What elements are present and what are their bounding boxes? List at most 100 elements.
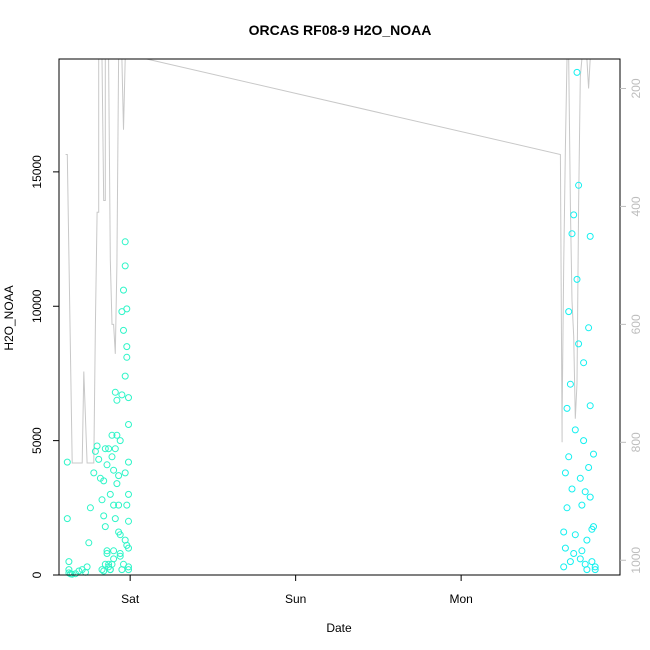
data-point xyxy=(101,445,109,453)
data-point xyxy=(85,539,93,547)
data-point xyxy=(576,555,584,563)
right-y-axis: 200 400 600 800 1000 xyxy=(620,78,643,574)
data-point xyxy=(573,275,581,283)
data-point xyxy=(123,305,131,313)
data-point xyxy=(578,547,586,555)
data-point xyxy=(578,501,586,509)
data-point xyxy=(573,68,581,76)
data-point xyxy=(115,501,123,509)
data-point xyxy=(106,490,114,498)
y2-tick-label: 800 xyxy=(629,432,643,452)
data-point xyxy=(591,566,599,574)
data-point xyxy=(100,512,108,520)
data-point xyxy=(125,394,132,402)
data-point xyxy=(113,480,121,488)
data-point xyxy=(591,563,599,571)
data-point xyxy=(571,426,579,434)
data-point xyxy=(100,567,108,575)
y-tick-label: 0 xyxy=(30,571,44,578)
data-point xyxy=(581,488,589,496)
data-point xyxy=(561,544,569,552)
data-point xyxy=(590,523,597,531)
data-point xyxy=(63,515,71,523)
data-point xyxy=(123,501,131,509)
data-point xyxy=(108,453,116,461)
data-point xyxy=(123,353,131,361)
data-point xyxy=(90,469,98,477)
data-point xyxy=(68,570,76,578)
data-point xyxy=(93,442,101,450)
data-point xyxy=(565,453,573,461)
y2-tick-label: 1000 xyxy=(629,547,643,574)
data-point xyxy=(585,324,593,332)
data-point xyxy=(63,458,71,466)
data-point xyxy=(563,404,571,412)
data-point xyxy=(83,563,91,571)
y-tick-label: 10000 xyxy=(30,289,44,323)
x-tick-label: Mon xyxy=(449,592,472,606)
x-axis: Sat Sun Mon xyxy=(121,575,473,606)
data-point xyxy=(588,558,596,566)
data-point xyxy=(120,286,127,294)
data-point xyxy=(101,523,109,531)
data-point xyxy=(566,558,574,566)
data-point xyxy=(116,531,124,539)
x-tick-label: Sat xyxy=(121,592,140,606)
data-point xyxy=(566,380,574,388)
chart-title: ORCAS RF08-9 H2O_NOAA xyxy=(249,22,432,38)
y2-tick-label: 400 xyxy=(629,196,643,216)
data-point xyxy=(103,547,111,555)
data-point xyxy=(121,238,129,246)
y-tick-label: 5000 xyxy=(30,427,44,454)
plot-area xyxy=(63,58,599,578)
data-point xyxy=(570,211,578,219)
data-point xyxy=(560,563,568,571)
data-point xyxy=(118,391,126,399)
data-point xyxy=(65,569,73,577)
data-point xyxy=(121,262,129,270)
data-point xyxy=(86,504,94,512)
data-point xyxy=(585,464,593,471)
data-point xyxy=(571,531,579,539)
data-point xyxy=(111,445,119,453)
data-point xyxy=(570,550,578,557)
data-point xyxy=(110,501,118,509)
data-point xyxy=(113,431,121,439)
data-point xyxy=(125,517,132,525)
data-point xyxy=(586,402,594,410)
data-point xyxy=(563,504,571,512)
y-tick-label: 15000 xyxy=(30,155,44,189)
data-point xyxy=(121,469,129,477)
data-point xyxy=(565,308,573,316)
data-point xyxy=(583,536,591,544)
data-point xyxy=(575,340,583,348)
data-point xyxy=(125,566,132,574)
data-point xyxy=(108,431,116,439)
data-point xyxy=(111,515,119,523)
data-point xyxy=(121,372,129,380)
data-point xyxy=(120,326,127,334)
data-point xyxy=(103,550,111,557)
data-point xyxy=(98,566,106,574)
data-point xyxy=(65,558,73,566)
data-point xyxy=(115,472,123,480)
data-point xyxy=(110,466,118,474)
data-point xyxy=(98,496,106,504)
y-axis-label: H2O_NOAA xyxy=(2,285,16,350)
pressure-line xyxy=(65,58,594,464)
y2-tick-label: 600 xyxy=(629,314,643,334)
y2-tick-label: 200 xyxy=(629,78,643,98)
data-point xyxy=(583,566,591,574)
data-point xyxy=(113,396,121,404)
data-point xyxy=(568,485,576,493)
data-point xyxy=(121,536,129,544)
data-point xyxy=(568,230,576,238)
data-point xyxy=(125,421,132,428)
data-point xyxy=(576,474,584,482)
data-point xyxy=(116,437,124,445)
data-point xyxy=(586,493,594,501)
data-point xyxy=(116,550,124,557)
data-point xyxy=(125,490,132,498)
data-point xyxy=(103,461,111,469)
